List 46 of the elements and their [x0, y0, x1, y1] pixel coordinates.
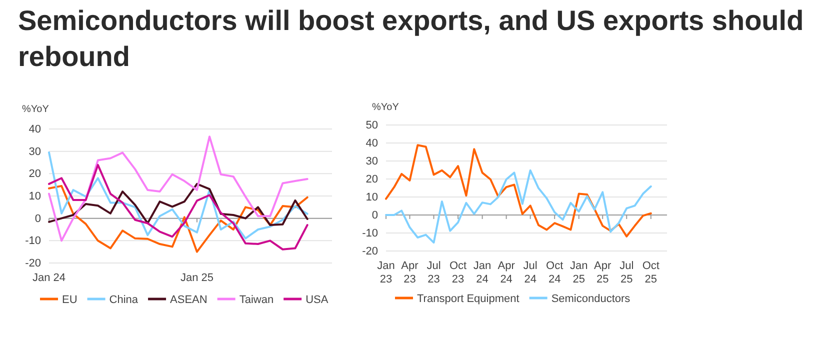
x-tick-label: Oct 23 — [449, 260, 467, 286]
x-tick-label: Jan 23 — [377, 260, 395, 286]
y-tick-label: 50 — [366, 120, 378, 132]
x-tick-label: Oct 25 — [642, 260, 660, 286]
y-tick-label: 20 — [366, 174, 378, 186]
x-tick-label: Jul 24 — [523, 260, 538, 286]
y-axis-title: %YoY — [372, 102, 400, 113]
line-series — [48, 184, 308, 253]
x-tick-label: Jan 24 — [473, 260, 492, 286]
y-tick-label: 20 — [28, 168, 41, 180]
y-tick-label: 0 — [34, 212, 41, 225]
y-tick-label: 30 — [28, 146, 41, 158]
legend-label: ASEAN — [170, 294, 208, 306]
y-tick-label: 40 — [28, 124, 41, 136]
y-tick-label: 10 — [366, 192, 378, 204]
y-tick-label: 10 — [28, 190, 41, 203]
y-tick-label: -10 — [25, 235, 41, 248]
line-series — [48, 136, 308, 242]
y-tick-label: -20 — [362, 246, 378, 258]
line-series — [48, 151, 308, 240]
legend-label: Taiwan — [239, 294, 274, 306]
x-tick-label: Apr 23 — [401, 260, 419, 286]
x-tick-label: Jul 23 — [426, 260, 441, 286]
y-tick-label: 30 — [366, 156, 378, 168]
x-tick-label: Jan 25 — [570, 260, 588, 286]
x-tick-label: Jan 25 — [180, 272, 214, 284]
legend-label: China — [109, 294, 139, 306]
text: Semiconductors will boost exports, and US exports should rebound — [18, 5, 804, 72]
y-tick-label: -10 — [362, 228, 378, 240]
line-series — [385, 144, 652, 238]
x-tick-label: Jul 25 — [620, 260, 634, 286]
y-tick-label: 0 — [372, 210, 378, 222]
line-series — [385, 169, 652, 244]
line-series — [48, 164, 308, 250]
y-tick-label: -20 — [25, 258, 41, 270]
x-tick-label: Apr 25 — [594, 260, 612, 286]
legend-label: Semiconductors — [551, 293, 631, 305]
y-axis-title: %YoY — [22, 104, 50, 115]
legend-label: USA — [306, 294, 329, 306]
x-tick-label: Oct 24 — [546, 260, 564, 286]
line-series — [48, 182, 308, 226]
x-tick-label: Apr 24 — [498, 260, 516, 286]
legend-label: EU — [62, 294, 78, 306]
x-tick-label: Jan 24 — [32, 272, 66, 284]
y-tick-label: 40 — [366, 138, 378, 150]
legend-label: Transport Equipment — [417, 293, 520, 305]
